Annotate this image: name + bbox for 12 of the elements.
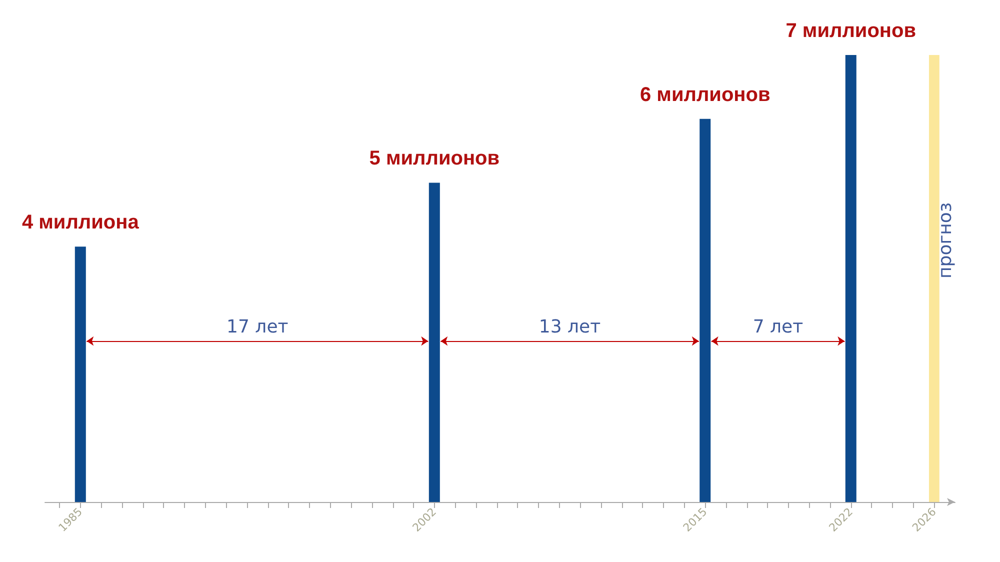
data-label: 4 миллиона: [22, 212, 140, 234]
annotation: 7 лет: [752, 316, 804, 338]
bar: [74, 246, 86, 502]
bar: [845, 55, 856, 502]
data-label: 5 миллионов: [369, 148, 500, 170]
bar: [700, 118, 711, 502]
band-label: прогноз: [934, 202, 956, 278]
annotation: 13 лет: [538, 316, 601, 338]
data-label: 7 миллионов: [786, 20, 916, 42]
annotation: 17 лет: [226, 316, 288, 338]
bar: [428, 182, 440, 502]
data-label: 6 миллионов: [640, 84, 770, 106]
